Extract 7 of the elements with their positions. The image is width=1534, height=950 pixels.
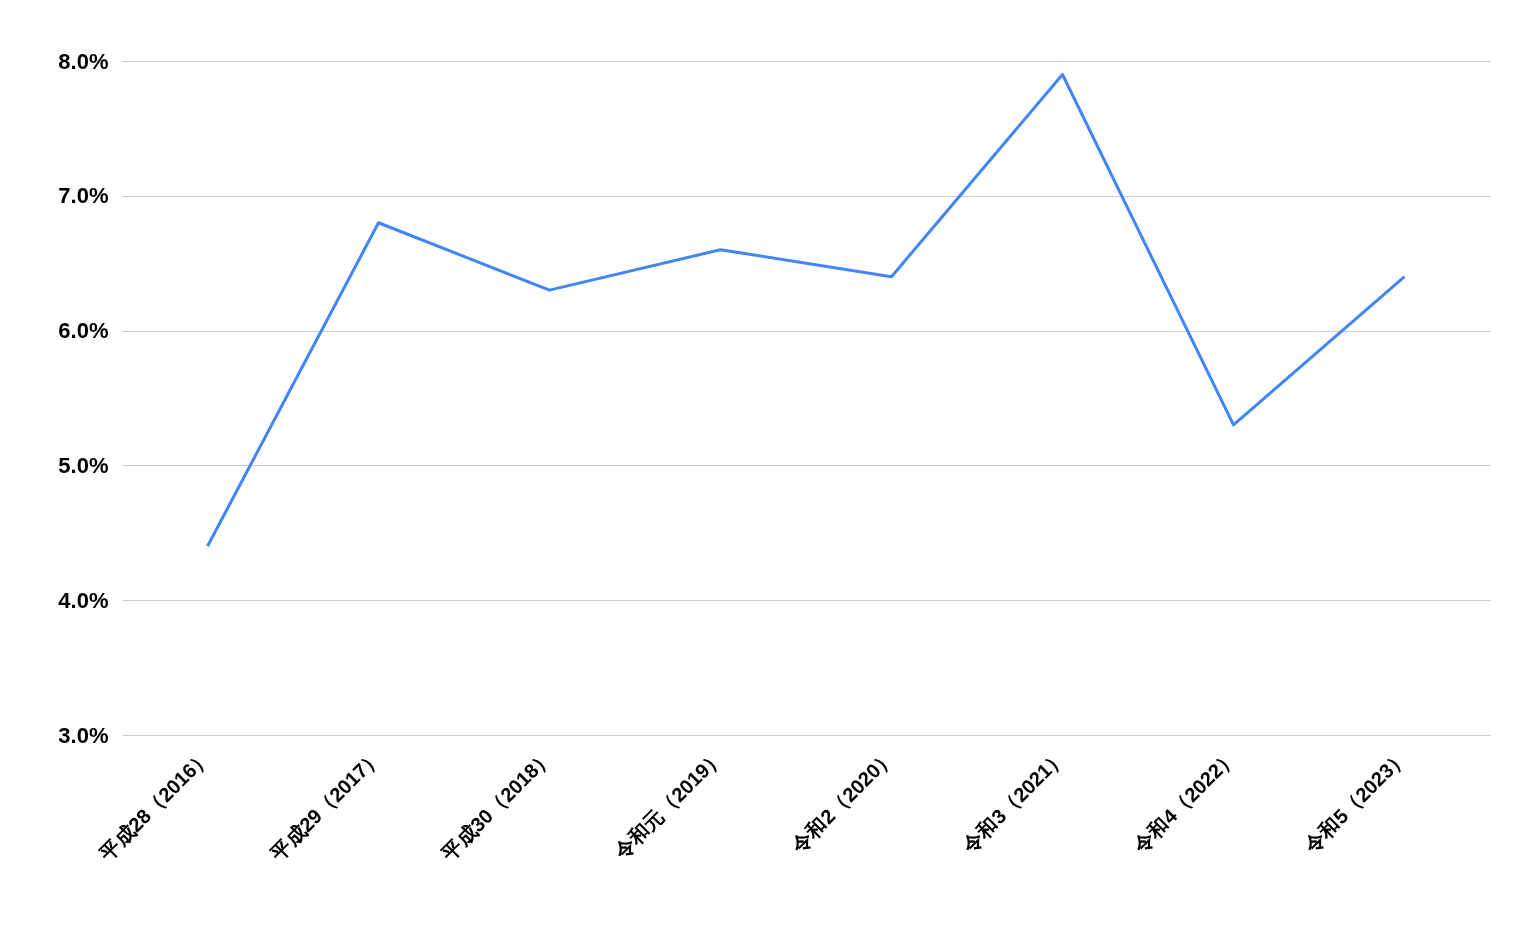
line-series bbox=[206, 72, 1406, 548]
y-tick-label: 5.0% bbox=[58, 452, 109, 478]
y-tick-label: 7.0% bbox=[58, 183, 109, 209]
y-tick-label: 6.0% bbox=[58, 318, 109, 344]
y-tick-label: 8.0% bbox=[58, 48, 109, 74]
y-tick-label: 4.0% bbox=[58, 587, 109, 613]
y-tick-label: 3.0% bbox=[58, 722, 109, 748]
